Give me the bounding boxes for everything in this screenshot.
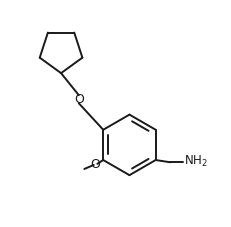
Text: NH$_2$: NH$_2$ xyxy=(183,154,207,169)
Text: O: O xyxy=(74,93,84,106)
Text: O: O xyxy=(90,158,100,171)
